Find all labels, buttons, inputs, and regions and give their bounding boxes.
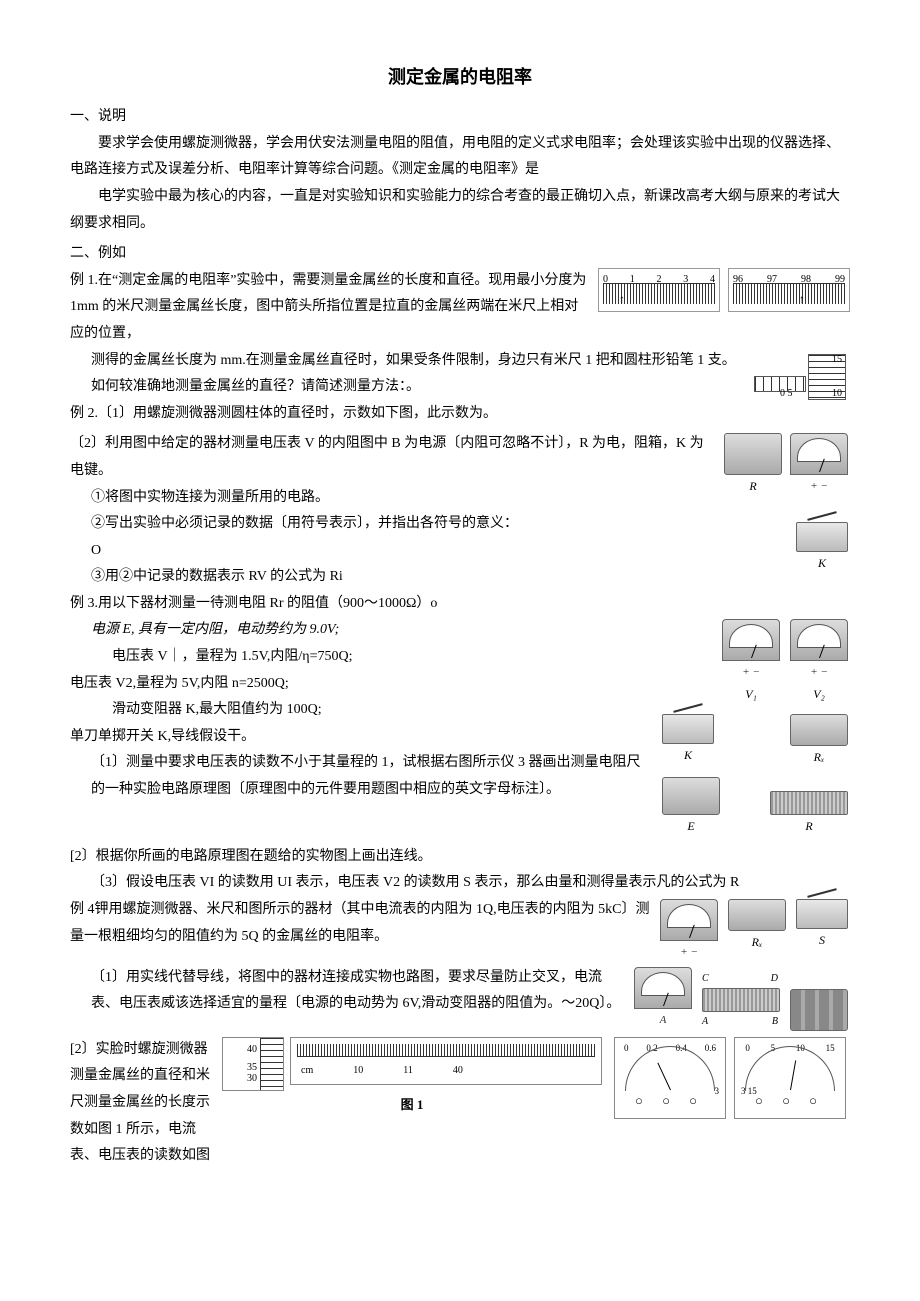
ex2-p4b: O [91, 538, 714, 565]
page-title: 测定金属的电阻率 [70, 60, 850, 94]
fig1-dials: 0 0.2 0.4 0.6 ○ ○ ○ 3 0 5 10 15 ○ ○ ○ 3 … [610, 1037, 850, 1119]
section-1-p1: 要求学会使用螺旋测微器，学会用伏安法测量电阻的阻值，用电阻的定义式求电阻率；会处… [70, 131, 850, 184]
ex3-q1: 〔1〕测量中要求电压表的读数不小于其量程的 1，试根据右图所示仪 3 器画出测量… [91, 750, 652, 803]
ex4-q1: 〔1〕用实线代替导线，将图中的器材连接成实物也路图，要求尽量防止交叉，电流表、电… [91, 965, 624, 1018]
equip-battery-2 [790, 989, 848, 1031]
equip-voltmeter-2: A [634, 967, 692, 1031]
ex3-q2: [2〕根据你所画的电路原理图在题给的实物图上画出连线。 [70, 844, 850, 871]
ex4-q2: [2〕实脸时螺旋测微器测量金属丝的直径和米尺测量金属丝的长度示数如图 1 所示，… [70, 1037, 214, 1170]
ruler-unit: cm [301, 1061, 313, 1080]
ex3-lead: 例 3.用以下器材测量一待测电阻 Rr 的阻值（900～1000Ω）o [70, 591, 850, 618]
equip-label: K [662, 744, 714, 767]
ruler-num: 40 [453, 1061, 463, 1080]
ruler-right: 96 97 98 99 ↑ [728, 268, 850, 312]
ex2-lead: 例 2.〔1〕用螺旋测微器测圆柱体的直径时，示数如下图，此示数为。 [70, 401, 742, 428]
equip-label: Rₓ [790, 746, 848, 769]
ruler-num: 11 [403, 1061, 413, 1080]
equip-battery-e: E [662, 777, 720, 838]
dial-voltmeter: 0 5 10 15 ○ ○ ○ 3 15 [734, 1037, 846, 1119]
dial-label: 0 [624, 1040, 629, 1057]
ex4-equip-top: + − Rₓ S [658, 897, 850, 965]
ex3-equip: + − V₁ + − V₂ K Rₓ E [660, 617, 850, 839]
equip-rheostat-2: C D A B [702, 969, 780, 1031]
micro-num: 10 [832, 384, 842, 403]
equip-switch: K [796, 522, 848, 575]
ex1-rulers: 0 1 2 3 4 ↑ 96 97 98 99 ↑ [598, 268, 850, 312]
equip-terminal-a: A [660, 1014, 667, 1026]
ex3-l3: 电压表 V2,量程为 5V,内阻 n=2500Q; [70, 671, 652, 698]
ex3-q3: 〔3〕假设电压表 VI 的读数用 UI 表示，电压表 V2 的读数用 S 表示，… [91, 870, 850, 897]
equip-switch-s: S [796, 899, 848, 963]
equip-terminals: + − [660, 942, 718, 963]
dial-ammeter: 0 0.2 0.4 0.6 ○ ○ ○ 3 [614, 1037, 726, 1119]
ex2-equip: R + − K [722, 431, 850, 577]
equip-resistance-box: R [724, 433, 782, 498]
dial-knobs: ○ ○ ○ [615, 1089, 725, 1114]
ex1-lead: 例 1.在“测定金属的电阻率”实验中，需要测量金属丝的长度和直径。现用最小分度为… [70, 268, 590, 348]
equip-label: Rₓ [728, 931, 786, 954]
ex3-row: 电源 E, 具有一定内阻，电动势约为 9.0V; 电压表 V｜，量程为 1.5V… [70, 617, 850, 839]
ex3-l5: 单刀单掷开关 K,导线假设干。 [70, 724, 652, 751]
equip-terminal-b: B [772, 1012, 778, 1031]
ex3-l1: 电源 E, 具有一定内阻，电动势约为 9.0V; [91, 617, 652, 644]
equip-ammeter: + − [660, 899, 718, 963]
dial-label: 0.6 [705, 1040, 716, 1057]
ex1-row: 例 1.在“测定金属的电阻率”实验中，需要测量金属丝的长度和直径。现用最小分度为… [70, 268, 850, 348]
fig1-caption: 图 1 [222, 1093, 602, 1118]
ex2-p3: ①将图中实物连接为测量所用的电路。 [91, 485, 714, 512]
equip-resistor-rx2: Rₓ [728, 899, 786, 963]
ex2-p5: ③用②中记录的数据表示 RV 的公式为 Ri [91, 564, 714, 591]
ex1-p2: 测得的金属丝长度为 mm.在测量金属丝直径时，如果受条件限制，身边只有米尺 1 … [91, 348, 742, 401]
ex2-p2: 〔2〕利用图中给定的器材测量电压表 V 的内阻图中 B 为电源〔内阻可忽略不计〕… [70, 431, 714, 484]
ex2-p4a: ②写出实验中必须记录的数据〔用符号表示〕，并指出各符号的意义： [91, 511, 714, 538]
equip-voltmeter-v2: + − V₂ [790, 619, 848, 706]
equip-terminals: + − [722, 662, 780, 683]
section-1-head: 一、说明 [70, 104, 850, 131]
equip-terminals: + − [790, 476, 848, 497]
ex4-equip-bot: A C D A B [632, 965, 850, 1033]
equip-switch-k: K [662, 714, 714, 769]
equip-voltmeter-v1: + − V₁ [722, 619, 780, 706]
dial-range: 3 15 [741, 1083, 839, 1100]
ruler-left: 0 1 2 3 4 ↑ [598, 268, 720, 312]
equip-resistor-rx: Rₓ [790, 714, 848, 769]
ex4-row2: 〔1〕用实线代替导线，将图中的器材连接成实物也路图，要求尽量防止交叉，电流表、电… [70, 965, 850, 1033]
section-1-p2: 电学实验中最为核心的内容，一直是对实验知识和实验能力的综合考查的最正确切入点，新… [70, 184, 850, 237]
equip-label: S [796, 929, 848, 952]
equip-label: E [662, 815, 720, 838]
equip-terminal-d: D [771, 969, 778, 988]
micro-num: 0 5 [780, 384, 793, 403]
fig1-ruler: cm 10 11 40 [290, 1037, 602, 1085]
arrow-icon: ↑ [799, 288, 805, 311]
dial-range: 3 [715, 1083, 720, 1100]
ex4-row3: [2〕实脸时螺旋测微器测量金属丝的直径和米尺测量金属丝的长度示数如图 1 所示，… [70, 1037, 850, 1170]
dial-label: 15 [826, 1040, 835, 1057]
equip-label: V₁ [722, 683, 780, 706]
equip-terminals: + − [790, 662, 848, 683]
equip-rheostat-r: R [770, 791, 848, 838]
micrometer-fig: 15 10 0 5 [750, 348, 850, 403]
section-2-head: 二、例如 [70, 241, 850, 268]
ex3-l4: 滑动变阻器 K,最大阻值约为 100Q; [112, 697, 652, 724]
fig1-group: 40 35 30 cm 10 11 40 图 1 [222, 1037, 602, 1118]
equip-voltmeter: + − [790, 433, 848, 498]
arrow-icon: ↑ [619, 288, 625, 311]
equip-label: V₂ [790, 683, 848, 706]
equip-terminal-c: C [702, 969, 709, 988]
equip-label: R [770, 815, 848, 838]
ruler-num: 10 [353, 1061, 363, 1080]
ex2-row: 〔2〕利用图中给定的器材测量电压表 V 的内阻图中 B 为电源〔内阻可忽略不计〕… [70, 431, 850, 591]
micro-num: 40 [247, 1040, 257, 1059]
equip-label: R [724, 475, 782, 498]
ex3-l2: 电压表 V｜，量程为 1.5V,内阻/η=750Q; [112, 644, 652, 671]
dial-label: 0 [745, 1040, 750, 1057]
fig1-micrometer: 40 35 30 [222, 1037, 284, 1091]
ex4-lead: 例 4钾用螺旋测微器、米尺和图所示的器材（其中电流表的内阻为 1Q,电压表的内阻… [70, 897, 650, 950]
ex4-row1: 例 4钾用螺旋测微器、米尺和图所示的器材（其中电流表的内阻为 1Q,电压表的内阻… [70, 897, 850, 965]
equip-terminal-a2: A [702, 1012, 708, 1031]
ex1-row2: 测得的金属丝长度为 mm.在测量金属丝直径时，如果受条件限制，身边只有米尺 1 … [70, 348, 850, 428]
equip-label: K [796, 552, 848, 575]
micro-num: 30 [247, 1069, 257, 1088]
micro-num: 15 [832, 350, 842, 369]
